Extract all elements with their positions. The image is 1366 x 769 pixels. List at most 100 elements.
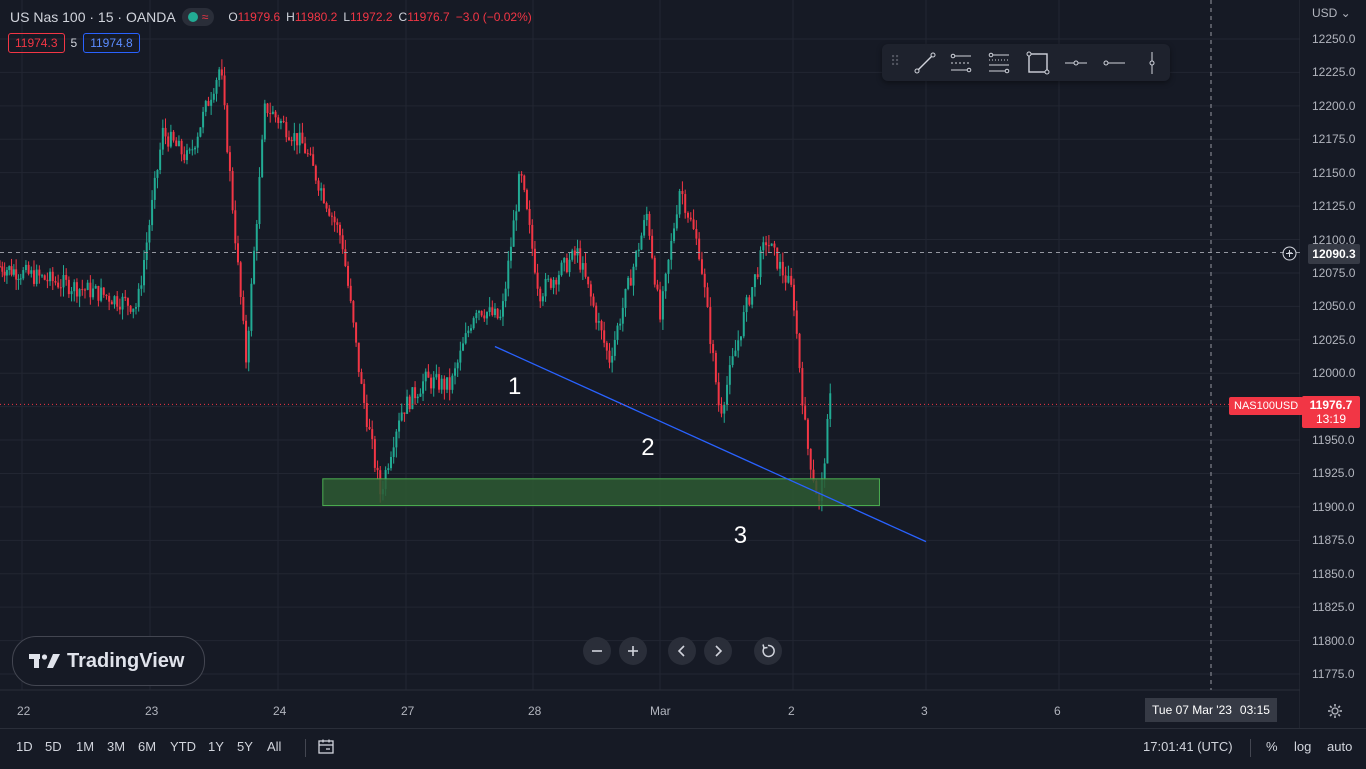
- reset-chart-button[interactable]: [754, 637, 782, 665]
- candle-body: [247, 330, 250, 363]
- candle-body: [180, 140, 183, 155]
- candle-body: [801, 368, 804, 406]
- candle-body: [376, 467, 379, 471]
- candle-body: [462, 343, 465, 351]
- chart-canvas[interactable]: [0, 0, 1300, 728]
- candle-body: [12, 269, 15, 275]
- range-button-5d[interactable]: 5D: [45, 739, 62, 754]
- range-button-1d[interactable]: 1D: [16, 739, 33, 754]
- ohlc-values: O11979.6 H11980.2 L11972.2 C11976.7 −3.0…: [228, 10, 531, 24]
- candle-body: [496, 308, 499, 319]
- candle-body: [70, 291, 73, 295]
- candle-body: [648, 213, 651, 236]
- candle-body: [67, 279, 70, 295]
- candle-body: [767, 245, 770, 247]
- candle-body: [509, 246, 512, 261]
- chart-settings-gear-icon[interactable]: [1327, 703, 1343, 719]
- candle-body: [627, 277, 630, 289]
- horizontal-line-icon[interactable]: [1063, 50, 1089, 76]
- candle-body: [210, 99, 213, 106]
- drag-handle-icon[interactable]: ⠿: [890, 53, 901, 69]
- currency-selector[interactable]: USD ⌄: [1312, 6, 1351, 20]
- range-button-1m[interactable]: 1M: [76, 739, 95, 754]
- drawings: [0, 0, 1300, 690]
- candle-body: [728, 365, 731, 385]
- candle-body: [726, 384, 729, 405]
- candle-body: [779, 261, 782, 269]
- range-button-ytd[interactable]: YTD: [170, 739, 196, 754]
- candle-body: [175, 140, 178, 147]
- candle-body: [737, 340, 740, 351]
- sell-button[interactable]: 11974.3: [8, 33, 65, 53]
- annotation-text[interactable]: 1: [507, 372, 522, 400]
- market-status-pill[interactable]: ≈: [181, 8, 215, 26]
- percent-scale-toggle[interactable]: %: [1266, 739, 1278, 754]
- candle-body: [347, 265, 350, 286]
- add-alert-icon[interactable]: [1282, 246, 1297, 261]
- candle-body: [762, 242, 765, 251]
- candle-body: [616, 325, 619, 340]
- annotation-text[interactable]: 2: [641, 434, 655, 462]
- range-button-6m[interactable]: 6M: [138, 739, 157, 754]
- price-tick-label: 11800.0: [1312, 633, 1355, 648]
- candle-body: [753, 274, 756, 288]
- support-zone-rectangle[interactable]: [322, 478, 880, 507]
- candle-body: [38, 269, 41, 276]
- scroll-left-button[interactable]: [668, 637, 696, 665]
- minus-icon: [592, 650, 602, 652]
- trend-line[interactable]: [494, 345, 927, 543]
- price-tick-label: 11925.0: [1312, 466, 1355, 481]
- crosshair-date-label: Tue 07 Mar '23 03:15: [1145, 698, 1277, 722]
- scroll-right-button[interactable]: [704, 637, 732, 665]
- zoom-out-button[interactable]: [583, 637, 611, 665]
- candle-body: [759, 250, 762, 278]
- brand-name: TradingView: [67, 649, 185, 672]
- candle-body: [320, 188, 323, 191]
- candle-body: [703, 273, 706, 288]
- range-button-5y[interactable]: 5Y: [237, 739, 253, 754]
- annotation-text[interactable]: 3: [733, 522, 748, 550]
- candle-body: [770, 243, 773, 246]
- close-key: C: [398, 10, 408, 24]
- candle-body: [373, 439, 376, 468]
- range-button-all[interactable]: All: [267, 739, 282, 754]
- candle-body: [571, 250, 574, 260]
- utc-clock[interactable]: 17:01:41 (UTC): [1143, 739, 1233, 754]
- candle-body: [438, 374, 441, 390]
- candle-body: [517, 174, 520, 212]
- tradingview-logo[interactable]: TradingView: [12, 636, 205, 686]
- rectangle-icon[interactable]: [1025, 50, 1051, 76]
- time-tick-label: 3: [921, 704, 928, 718]
- auto-scale-toggle[interactable]: auto: [1327, 739, 1353, 754]
- candle-body: [83, 289, 86, 291]
- candle-body: [678, 191, 681, 215]
- horizontal-ray-icon[interactable]: [1101, 50, 1127, 76]
- fib-retracement-icon[interactable]: [986, 50, 1012, 76]
- price-tick-label: 11825.0: [1312, 600, 1355, 615]
- candle-body: [290, 139, 293, 142]
- candle-body: [191, 149, 194, 151]
- go-to-date-icon[interactable]: [317, 738, 335, 756]
- chevron-right-icon: [715, 645, 723, 657]
- candle-body: [621, 307, 624, 324]
- candle-body: [406, 396, 409, 414]
- range-button-1y[interactable]: 1Y: [208, 739, 224, 754]
- candle-body: [258, 177, 261, 225]
- candle-body: [322, 188, 325, 204]
- candle-body: [563, 257, 566, 263]
- candle-body: [266, 103, 269, 114]
- buy-button[interactable]: 11974.8: [83, 33, 140, 53]
- candle-body: [568, 259, 571, 273]
- range-button-3m[interactable]: 3M: [107, 739, 126, 754]
- log-scale-toggle[interactable]: log: [1294, 739, 1312, 754]
- vertical-line-icon[interactable]: [1139, 50, 1165, 76]
- candle-body: [531, 224, 534, 249]
- divider: [305, 739, 306, 757]
- trend-line-icon[interactable]: [912, 50, 938, 76]
- candle-body: [78, 289, 81, 297]
- zoom-in-button[interactable]: [619, 637, 647, 665]
- candle-body: [392, 447, 395, 457]
- parallel-channel-icon[interactable]: [948, 50, 974, 76]
- candle-body: [137, 288, 140, 308]
- symbol-title[interactable]: US Nas 100 · 15 · OANDA: [10, 9, 176, 25]
